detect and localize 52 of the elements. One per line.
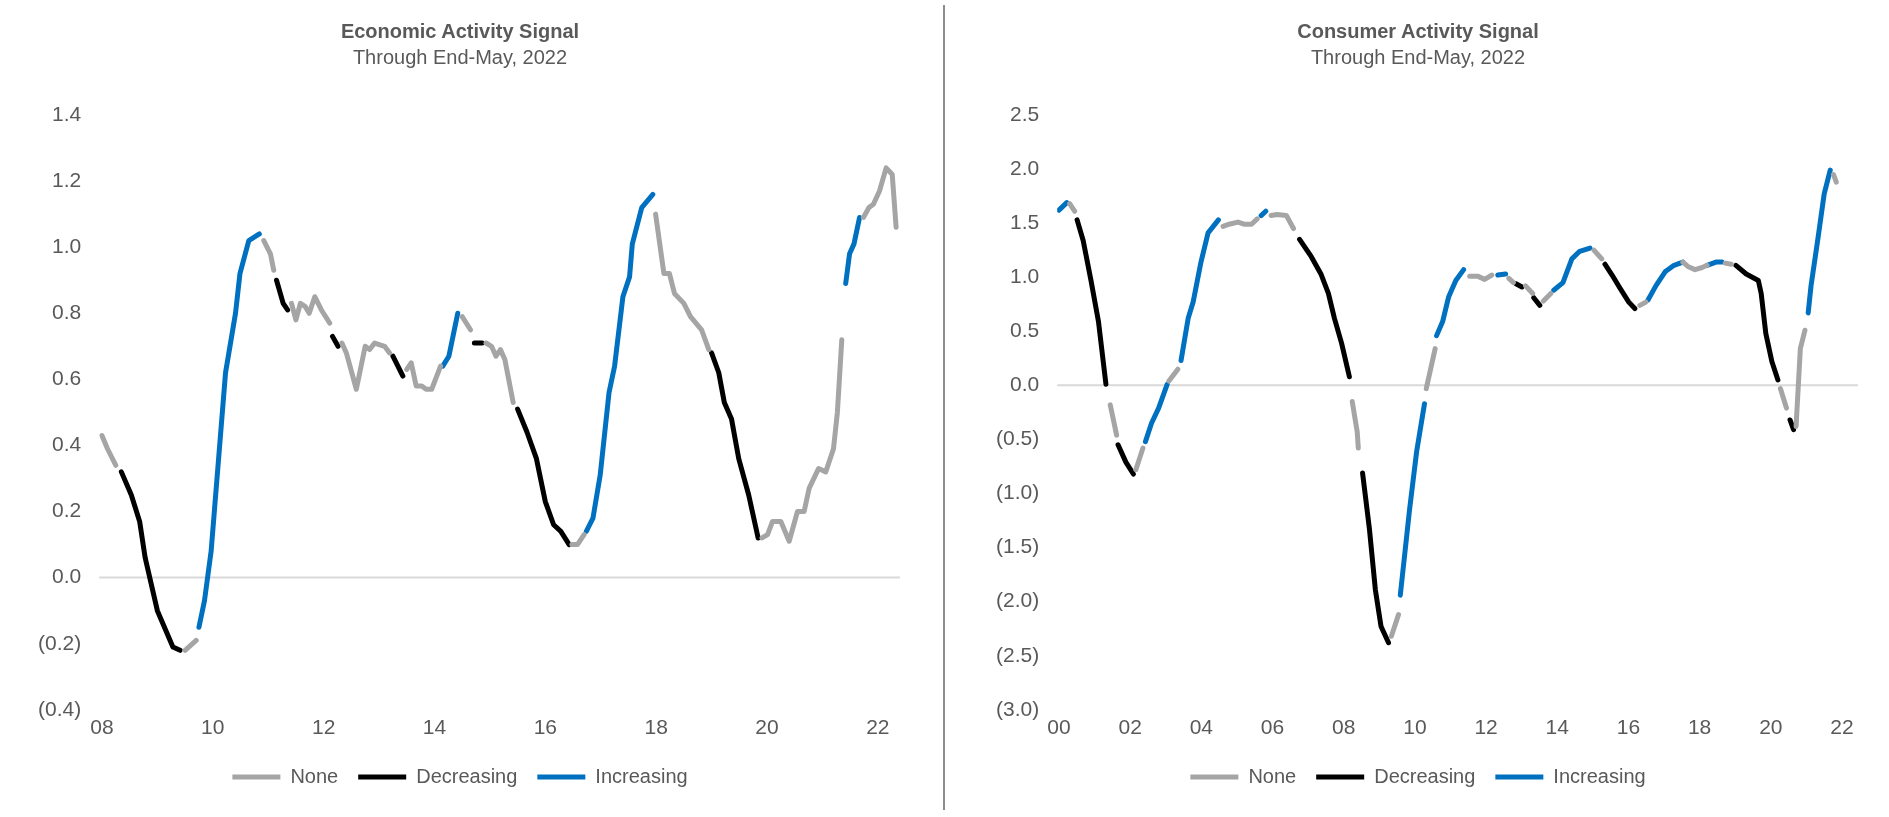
y-tick-label: (0.4): [37, 696, 82, 720]
x-tick-label: 02: [1118, 715, 1142, 739]
chart-subtitle: Through End-May, 2022: [352, 45, 568, 68]
x-tick-label: 08: [90, 715, 114, 739]
x-tick-label: 22: [866, 715, 890, 739]
x-tick-label: 08: [1332, 715, 1356, 739]
y-tick-label: (0.5): [995, 426, 1040, 450]
y-tick-label: 1.0: [51, 233, 82, 257]
x-tick-label: 14: [1545, 715, 1570, 739]
y-tick-label: 0.5: [1009, 318, 1040, 342]
y-tick-label: 1.5: [1009, 209, 1040, 233]
y-tick-label: 0.0: [51, 564, 82, 588]
y-tick-label: 0.4: [51, 432, 82, 456]
y-tick-label: (3.0): [995, 696, 1040, 720]
y-tick-label: 1.4: [51, 101, 82, 125]
legend-label: Decreasing: [1374, 764, 1476, 787]
legend-label: Increasing: [595, 764, 688, 787]
x-tick-label: 04: [1189, 715, 1214, 739]
chart-title: Economic Activity Signal: [340, 19, 580, 42]
x-tick-label: 18: [1687, 715, 1712, 739]
y-tick-label: 1.2: [51, 167, 82, 191]
x-tick-label: 10: [1403, 715, 1427, 739]
x-tick-label: 00: [1047, 715, 1071, 739]
y-tick-label: (1.5): [995, 534, 1040, 558]
x-tick-label: 22: [1830, 715, 1854, 739]
legend-label: None: [290, 764, 339, 787]
x-tick-label: 12: [1474, 715, 1498, 739]
y-tick-label: (1.0): [995, 480, 1040, 504]
x-tick-label: 14: [422, 715, 447, 739]
x-tick-label: 06: [1260, 715, 1285, 739]
x-tick-label: 10: [201, 715, 225, 739]
y-tick-label: 0.0: [1009, 372, 1040, 396]
x-tick-label: 16: [1616, 715, 1641, 739]
legend-label: Decreasing: [416, 764, 518, 787]
y-tick-label: (2.5): [995, 642, 1040, 666]
y-tick-label: 0.2: [51, 498, 82, 522]
y-tick-label: 0.6: [51, 366, 82, 390]
legend-label: None: [1248, 764, 1297, 787]
chart-subtitle: Through End-May, 2022: [1310, 45, 1526, 68]
y-tick-label: (2.0): [995, 588, 1040, 612]
x-tick-label: 16: [533, 715, 557, 739]
x-tick-label: 20: [755, 715, 779, 739]
y-tick-label: 0.8: [51, 300, 82, 324]
chart-title: Consumer Activity Signal: [1297, 19, 1539, 42]
y-tick-label: 2.5: [1009, 101, 1040, 125]
y-tick-label: (0.2): [37, 630, 82, 654]
x-tick-label: 20: [1759, 715, 1783, 739]
y-tick-label: 1.0: [1009, 264, 1040, 288]
y-tick-label: 2.0: [1009, 155, 1040, 179]
x-tick-label: 18: [644, 715, 668, 739]
x-tick-label: 12: [311, 715, 336, 739]
legend-label: Increasing: [1553, 764, 1646, 787]
